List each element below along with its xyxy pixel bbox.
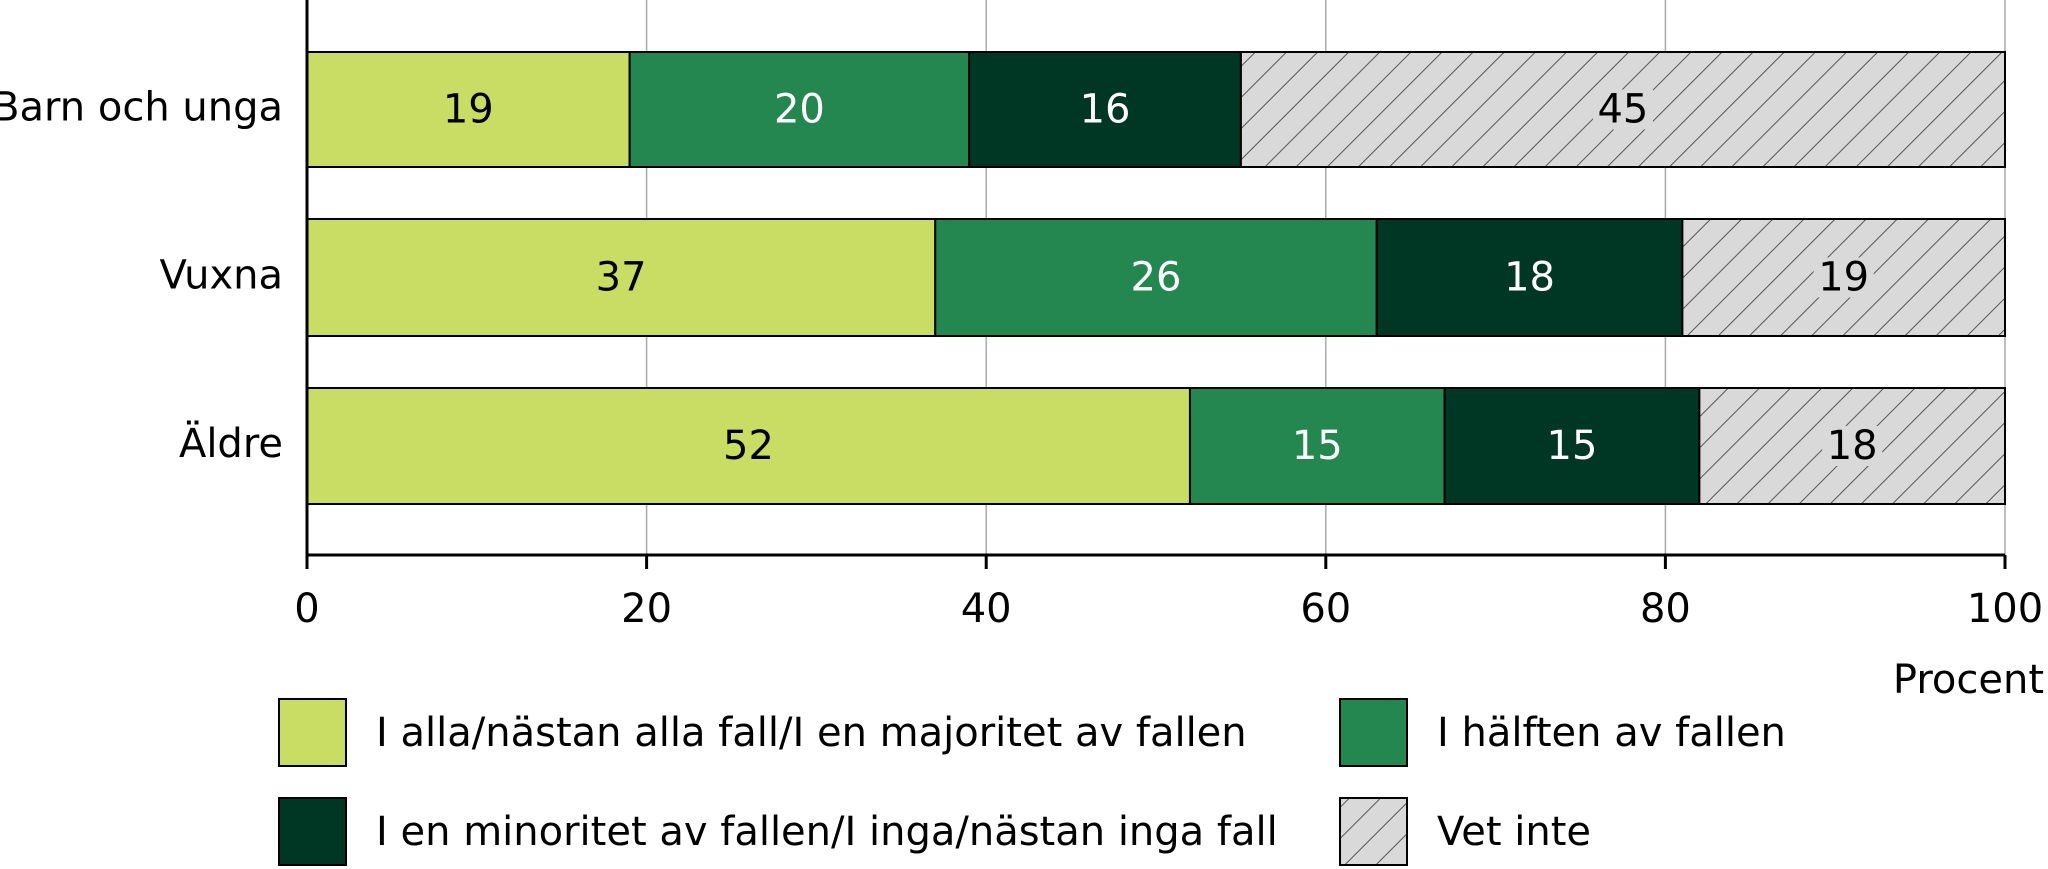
data-label: 26 [1131, 255, 1182, 301]
data-label: 15 [1292, 423, 1343, 469]
bar-segment [1188, 387, 1446, 505]
x-tick-label: 60 [1300, 586, 1351, 632]
x-tick-label: 80 [1640, 586, 1691, 632]
x-tick-label: 40 [961, 586, 1012, 632]
bar-segment [1443, 387, 1701, 505]
data-label: 37 [596, 255, 647, 301]
data-label: 16 [1080, 87, 1131, 133]
x-tick-label: 100 [1967, 586, 2043, 632]
bar-segment [306, 218, 937, 337]
bar-segment [934, 218, 1378, 337]
legend-swatch [278, 698, 347, 767]
bar-segment [1375, 218, 1684, 337]
legend-swatch [1339, 698, 1408, 767]
label-backdrop [1592, 89, 1653, 130]
data-label: 45 [1597, 87, 1648, 133]
data-label: 15 [1547, 423, 1598, 469]
legend-label: I en minoritet av fallen/I inga/nästan i… [376, 809, 1278, 855]
data-label: 18 [1504, 255, 1555, 301]
data-label: 19 [1818, 255, 1869, 301]
legend-label: Vet inte [1437, 809, 1591, 855]
legend-swatch [278, 797, 347, 866]
bars: 19 20 16 45 37 26 18 19 52 15 15 18 [306, 51, 2006, 505]
legend-swatch [1339, 797, 1408, 866]
axes: 0 20 40 60 80 100 Barn och unga Vuxna Äldre [0, 0, 2043, 632]
y-tick-label: Barn och unga [0, 85, 283, 131]
x-tick-label: 0 [294, 586, 319, 632]
label-backdrop [1822, 426, 1883, 466]
x-axis-label: Procent [1893, 657, 2044, 703]
data-label: 52 [723, 423, 774, 469]
y-tick-label: Vuxna [159, 253, 283, 299]
bar-segment [306, 51, 631, 168]
label-backdrop [1813, 257, 1874, 298]
x-tick-label: 20 [621, 586, 672, 632]
legend: I alla/nästan alla fall/I en majoritet a… [278, 698, 1786, 866]
data-label: 20 [774, 87, 825, 133]
data-label: 18 [1827, 423, 1878, 469]
data-label: 19 [443, 87, 494, 133]
legend-label: I alla/nästan alla fall/I en majoritet a… [376, 710, 1247, 756]
y-tick-label: Äldre [179, 419, 283, 467]
legend-label: I hälften av fallen [1437, 710, 1786, 756]
bar-segment [306, 387, 1191, 505]
